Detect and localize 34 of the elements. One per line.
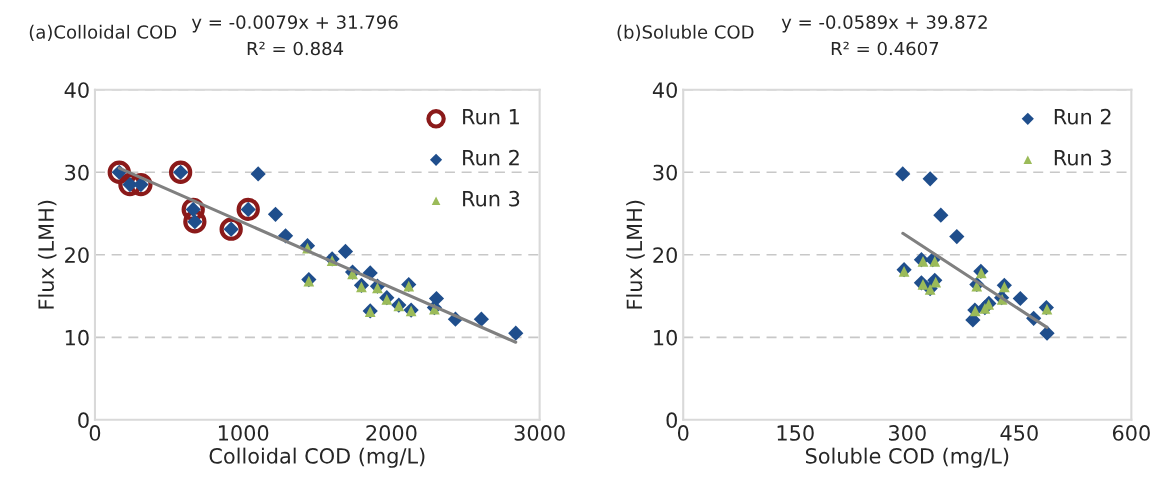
x-axis-title: Soluble COD (mg/L) bbox=[805, 447, 1009, 468]
x-tick-label: 3000 bbox=[514, 425, 565, 441]
text: R² = 0.4607 bbox=[831, 41, 939, 56]
x-axis-title: Colloidal COD (mg/L) bbox=[209, 447, 425, 468]
chart-title: (b)Soluble COD bbox=[617, 24, 754, 41]
legend-label: Run 3 bbox=[463, 190, 520, 207]
y-tick-label: 30 bbox=[65, 164, 89, 181]
y-tick-label: 0 bbox=[666, 412, 677, 429]
y-tick-label: 0 bbox=[78, 412, 89, 429]
x-tick-label: 1000 bbox=[218, 425, 269, 441]
y-tick-label: 10 bbox=[654, 329, 677, 346]
y-tick-label: 20 bbox=[653, 247, 677, 263]
y-tick-label: 20 bbox=[65, 247, 89, 263]
legend-label: Run 1 bbox=[463, 109, 519, 125]
text: y = -0.0589x + 39.872 bbox=[781, 15, 987, 33]
y-tick-label: 30 bbox=[653, 164, 677, 181]
y-tick-label: 10 bbox=[65, 329, 89, 346]
x-tick-label: 2000 bbox=[366, 425, 417, 441]
x-tick-label: 600 bbox=[1112, 425, 1150, 441]
y-axis-title: Flux (LMH) bbox=[37, 200, 57, 309]
chart-title: (a)Colloidal COD bbox=[29, 24, 177, 41]
text: R² = 0.884 bbox=[247, 41, 344, 56]
text: y = -0.0079x + 31.796 bbox=[191, 15, 398, 33]
x-tick-label: 450 bbox=[1000, 425, 1038, 441]
x-tick-label: 150 bbox=[777, 425, 814, 441]
x-tick-label: 0 bbox=[677, 425, 689, 441]
legend-label: Run 2 bbox=[1054, 108, 1111, 125]
x-tick-label: 0 bbox=[89, 425, 101, 441]
legend-label: Run 2 bbox=[463, 149, 519, 166]
y-tick-label: 40 bbox=[652, 82, 677, 98]
y-axis-title: Flux (LMH) bbox=[626, 200, 645, 309]
y-tick-label: 40 bbox=[64, 82, 89, 98]
x-tick-label: 300 bbox=[889, 425, 926, 441]
legend-label: Run 3 bbox=[1054, 149, 1111, 166]
